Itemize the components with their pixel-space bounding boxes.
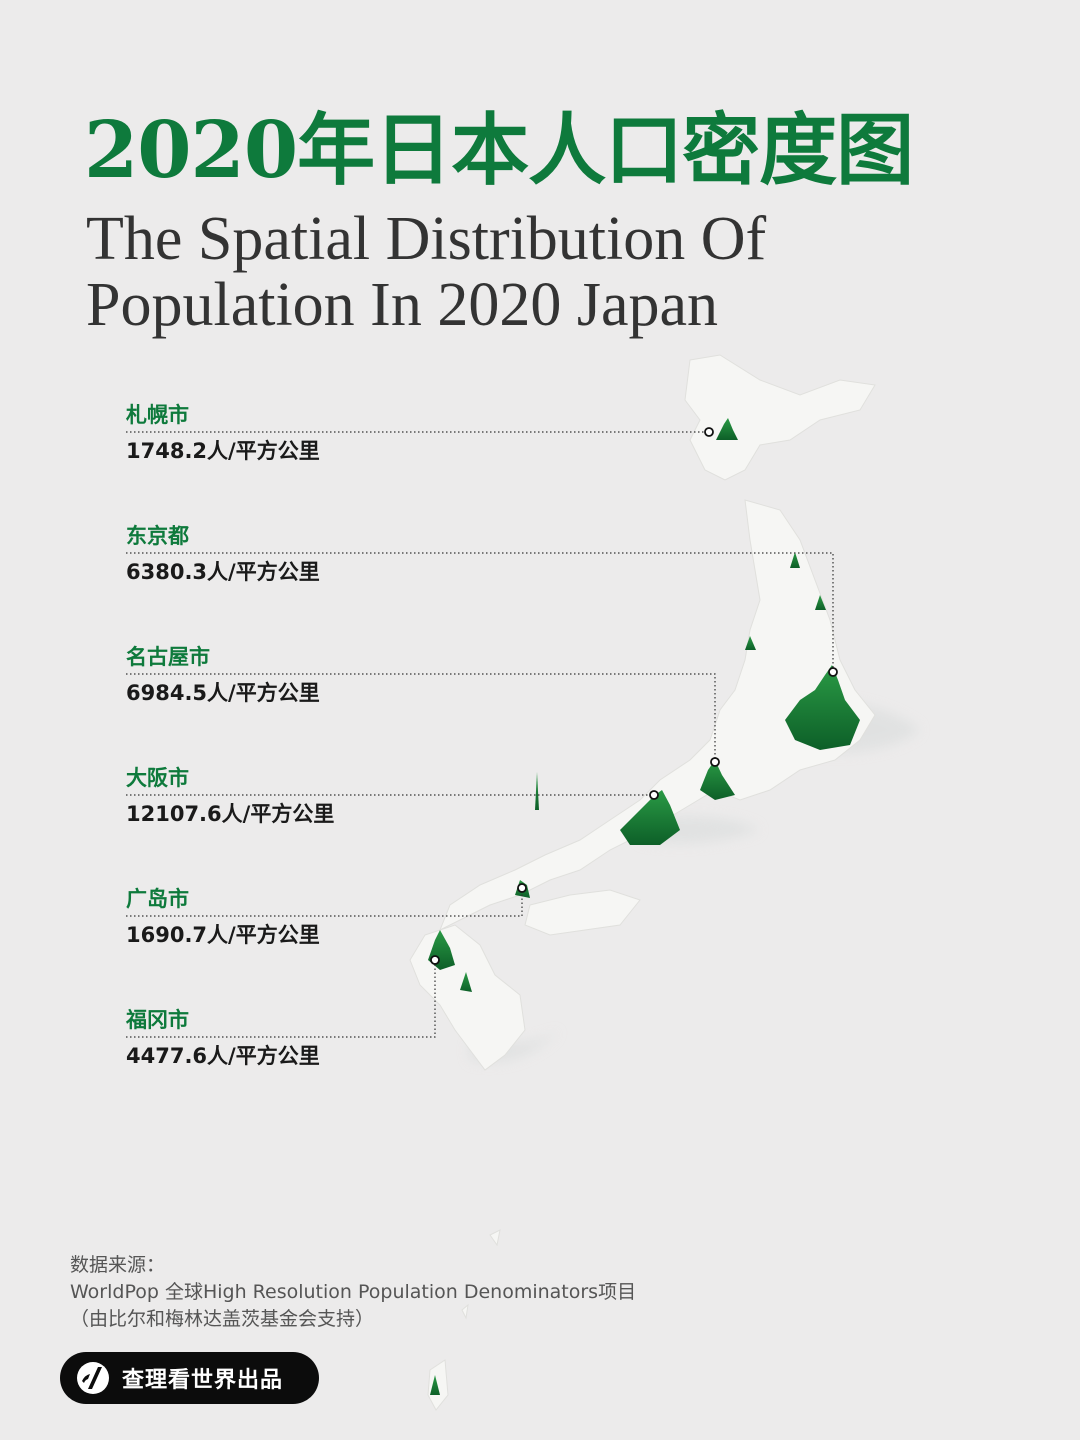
marker-hiroshima [517, 883, 527, 893]
city-density: 1748.2人/平方公里 [126, 439, 320, 463]
city-density: 6984.5人/平方公里 [126, 681, 320, 705]
marker-nagoya [710, 757, 720, 767]
spike-okinawa [430, 1375, 440, 1395]
spike-osaka [620, 790, 680, 845]
city-density: 6380.3人/平方公里 [126, 560, 320, 584]
spike-niigata [745, 636, 756, 650]
spike-osaka-tower [535, 772, 539, 810]
spike-sendai [790, 552, 800, 568]
city-name: 名古屋市 [126, 645, 210, 669]
city-label-osaka: 大阪市 12107.6人/平方公里 [126, 765, 334, 827]
shikoku-island [524, 889, 641, 936]
badge-label: 查理看世界出品 [122, 1368, 284, 1393]
city-label-hiroshima: 广岛市 1690.7人/平方公里 [126, 886, 320, 948]
kyushu-island [409, 924, 526, 1071]
source-heading: 数据来源： [70, 1254, 166, 1276]
city-name: 大阪市 [126, 766, 189, 790]
marker-tokyo [828, 667, 838, 677]
page-title: 2020年日本人口密度图 [84, 105, 914, 196]
subtitle-line-1: The Spatial Distribution Of [86, 205, 767, 273]
city-name: 福冈市 [126, 1008, 189, 1032]
hokkaido-island [684, 354, 876, 481]
population-spikes [428, 418, 860, 1395]
city-name: 札幌市 [126, 403, 189, 427]
city-label-tokyo: 东京都 6380.3人/平方公里 [126, 523, 320, 585]
subtitle-line-2: Population In 2020 Japan [86, 271, 718, 339]
source-description: WorldPop 全球High Resolution Population De… [70, 1281, 637, 1303]
spike-tokyo-north [815, 595, 826, 610]
source-sponsor: （由比尔和梅林达盖茨基金会支持） [70, 1308, 375, 1330]
spike-nagoya [700, 760, 735, 800]
leader-line-nagoya [126, 673, 716, 762]
city-density: 1690.7人/平方公里 [126, 923, 320, 947]
city-label-sapporo: 札幌市 1748.2人/平方公里 [126, 402, 320, 464]
city-density: 4477.6人/平方公里 [126, 1044, 320, 1068]
page-subtitle: The Spatial Distribution Of Population I… [86, 206, 846, 338]
brand-logo-icon [77, 1362, 109, 1394]
city-name: 广岛市 [126, 887, 189, 911]
honshu-island [439, 499, 876, 932]
leader-line-fukuoka [126, 960, 436, 1038]
city-label-nagoya: 名古屋市 6984.5人/平方公里 [126, 644, 320, 706]
spike-sapporo [716, 418, 738, 440]
leader-lines [126, 431, 834, 1038]
city-markers [430, 427, 838, 965]
producer-badge: 查理看世界出品 [60, 1352, 319, 1404]
city-label-fukuoka: 福冈市 4477.6人/平方公里 [126, 1007, 320, 1069]
spike-kumamoto [460, 972, 472, 992]
city-name: 东京都 [126, 524, 189, 548]
marker-sapporo [704, 427, 714, 437]
data-source-note: 数据来源： WorldPop 全球High Resolution Populat… [70, 1252, 636, 1333]
leader-line-hiroshima [126, 888, 523, 917]
spike-tokyo [785, 665, 860, 750]
marker-osaka [649, 790, 659, 800]
marker-fukuoka [430, 955, 440, 965]
city-density: 12107.6人/平方公里 [126, 802, 335, 826]
